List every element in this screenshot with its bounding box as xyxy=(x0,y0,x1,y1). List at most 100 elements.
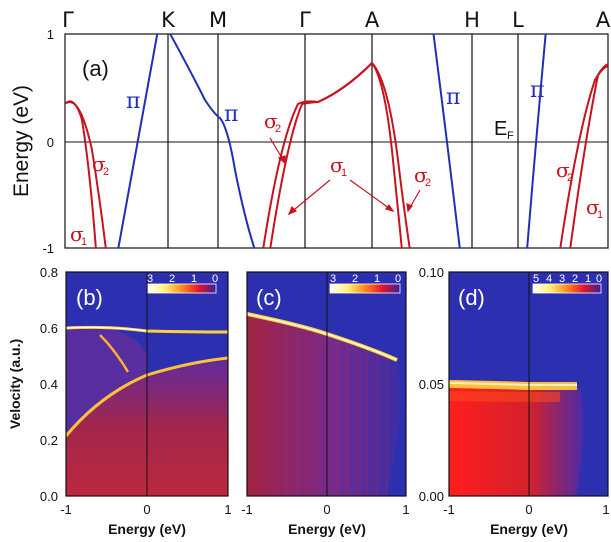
falling-branch xyxy=(99,334,130,373)
x-axis-label-c: Energy (eV) xyxy=(288,521,366,537)
symmetry-label-l: L xyxy=(512,8,524,32)
pi-band-la xyxy=(526,34,547,248)
sigma1-label-left: σ 1 xyxy=(70,222,87,248)
colorbar-d-tick: 3 xyxy=(559,273,565,285)
colorbar-d-tick: 2 xyxy=(572,273,578,285)
sigma-letter: σ xyxy=(414,163,428,187)
panel-tag-b: (b) xyxy=(76,285,103,310)
panel-tag-a: (a) xyxy=(82,56,109,81)
colorbar-c-tick: 2 xyxy=(352,273,358,285)
heatmap-fill xyxy=(247,314,401,496)
colorbar-b-gradient xyxy=(147,283,217,294)
x-axis-label-d: Energy (eV) xyxy=(490,521,568,537)
colorbar-d-tick: 5 xyxy=(533,273,539,285)
colorbar-d-tick: 0 xyxy=(596,273,602,285)
colorbar-d-gradient xyxy=(532,283,602,294)
pi-band-gk xyxy=(117,34,159,248)
colorbar-d: 5 4 3 2 1 0 xyxy=(532,273,602,294)
sigma2-label-right-mid: σ 2 xyxy=(414,163,431,189)
symmetry-label-m: M xyxy=(209,8,227,32)
sigma2-label-mid: σ 2 xyxy=(264,109,281,135)
sigma2-band-gk xyxy=(65,101,107,248)
pi-label-2: π xyxy=(224,102,238,127)
heatmap-fill xyxy=(449,380,584,496)
pi-band-ah xyxy=(432,34,461,248)
sigma-sub: 1 xyxy=(597,209,603,221)
symmetry-label-gamma-2: Γ xyxy=(299,8,311,32)
y-axis-label-b: Velocity (a.u.) xyxy=(7,339,23,429)
symmetry-label-a-1: A xyxy=(365,8,380,32)
pi-band-km xyxy=(169,34,256,248)
x-tick-c: 0 xyxy=(323,502,330,517)
y-tick-b: 0.6 xyxy=(40,321,58,336)
colorbar-b: 3 2 1 0 xyxy=(147,273,218,294)
y-tick-d: 0.00 xyxy=(419,489,444,504)
symmetry-label-a-2: A xyxy=(596,8,611,32)
sigma2-label-right: σ 2 xyxy=(556,158,573,184)
x-tick-c: -1 xyxy=(241,502,253,517)
colorbar-c-gradient xyxy=(329,283,401,294)
panel-d: 5 4 3 2 1 0 (d) 0.10 0.05 0.00 -1 0 1 En… xyxy=(419,265,610,537)
colorbar-d-tick: 1 xyxy=(585,273,591,285)
y-tick-label-top: 1 xyxy=(47,27,54,42)
sigma-letter: σ xyxy=(264,109,278,133)
y-tick-d: 0.10 xyxy=(419,265,444,280)
pi-label-4: π xyxy=(530,78,544,103)
sigma-sub: 2 xyxy=(275,123,281,135)
fermi-sub: F xyxy=(507,130,514,142)
sigma-letter: σ xyxy=(92,152,106,176)
colorbar-d-tick: 4 xyxy=(546,273,552,285)
heatmap-fill-upper xyxy=(66,328,147,436)
sigma-letter: σ xyxy=(556,158,570,182)
colorbar-c-tick: 0 xyxy=(395,273,401,285)
colorbar-b-tick: 0 xyxy=(212,273,218,285)
sigma1-band-la xyxy=(569,63,608,248)
sigma2-band-la xyxy=(559,65,608,248)
x-tick-d: 1 xyxy=(602,502,609,517)
colorbar-b-tick: 1 xyxy=(191,273,197,285)
colorbar-b-tick: 2 xyxy=(169,273,175,285)
fermi-letter: E xyxy=(494,118,507,140)
panel-tag-c: (c) xyxy=(256,285,282,310)
y-tick-b: 0.0 xyxy=(40,489,58,504)
symmetry-label-gamma-1: Γ xyxy=(62,8,74,32)
panel-b: 3 2 1 0 (b) 0.8 0.6 0.4 0.2 0.0 Velocity… xyxy=(7,265,232,537)
y-tick-b: 0.4 xyxy=(40,377,58,392)
panel-c: 3 2 1 0 (c) -1 0 1 Energy (eV) xyxy=(241,271,410,537)
symmetry-label-k: K xyxy=(161,8,176,32)
sigma-letter: σ xyxy=(586,195,600,219)
sigma-letter: σ xyxy=(70,222,84,246)
sigma-letter: σ xyxy=(330,153,344,177)
y-tick-b: 0.8 xyxy=(40,265,58,280)
colorbar-c: 3 2 1 0 xyxy=(329,273,401,294)
colorbar-c-tick: 1 xyxy=(374,273,380,285)
sigma2-label-left: σ 2 xyxy=(92,152,109,178)
panel-tag-d: (d) xyxy=(458,285,485,310)
symmetry-label-h: H xyxy=(464,8,480,32)
pi-label-1: π xyxy=(126,89,140,114)
x-tick-b: -1 xyxy=(60,502,72,517)
x-tick-d: -1 xyxy=(443,502,455,517)
sigma-sub: 2 xyxy=(425,177,431,189)
sigma-sub: 2 xyxy=(103,166,109,178)
sigma1-label-mid: σ 1 xyxy=(330,153,347,179)
fermi-energy-label: E F xyxy=(494,118,514,142)
sigma2-band-mga xyxy=(269,61,411,248)
x-axis-label-b: Energy (eV) xyxy=(108,521,186,537)
x-tick-b: 0 xyxy=(143,502,150,517)
x-tick-c: 1 xyxy=(402,502,409,517)
symmetry-lines xyxy=(167,34,519,248)
annotation-arrows xyxy=(269,137,421,216)
y-tick-d: 0.05 xyxy=(419,377,444,392)
y-tick-b: 0.2 xyxy=(40,433,58,448)
panel-a: 1 0 -1 Energy (eV) Γ K M Γ A H L A (a) π… xyxy=(10,8,611,256)
y-axis-label: Energy (eV) xyxy=(10,85,33,197)
sigma-sub: 1 xyxy=(341,167,347,179)
sigma-sub: 1 xyxy=(81,236,87,248)
x-tick-b: 1 xyxy=(224,502,231,517)
colorbar-b-tick: 3 xyxy=(147,273,153,285)
sigma-sub: 2 xyxy=(567,172,573,184)
colorbar-c-tick: 3 xyxy=(330,273,336,285)
y-tick-label-mid: 0 xyxy=(47,135,54,150)
